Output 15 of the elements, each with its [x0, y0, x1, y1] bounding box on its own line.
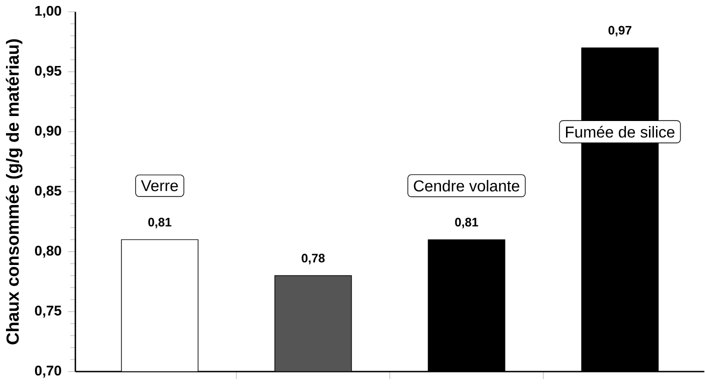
y-axis-title: Chaux consommée (g/g de matériau)	[6, 39, 22, 344]
y-tick-label: 0,85	[34, 186, 62, 198]
y-tick-label: 0,95	[34, 66, 62, 78]
x-tick-label: Fumée de silice	[566, 126, 674, 138]
y-tick-label: 0,90	[34, 126, 62, 138]
y-tick-label: 1,00	[35, 6, 62, 18]
data-label: 0,81	[148, 218, 172, 228]
y-tick-label: 0,80	[34, 246, 62, 258]
x-tick-label: Verre	[140, 180, 178, 192]
data-label: 0,97	[608, 26, 632, 36]
x-tick-label: Cendre volante	[414, 180, 520, 192]
y-tick-label: 0,75	[34, 306, 62, 318]
y-tick-label: 0,70	[34, 366, 62, 378]
data-label: 0,78	[302, 254, 325, 264]
data-label: 0,81	[455, 218, 478, 228]
